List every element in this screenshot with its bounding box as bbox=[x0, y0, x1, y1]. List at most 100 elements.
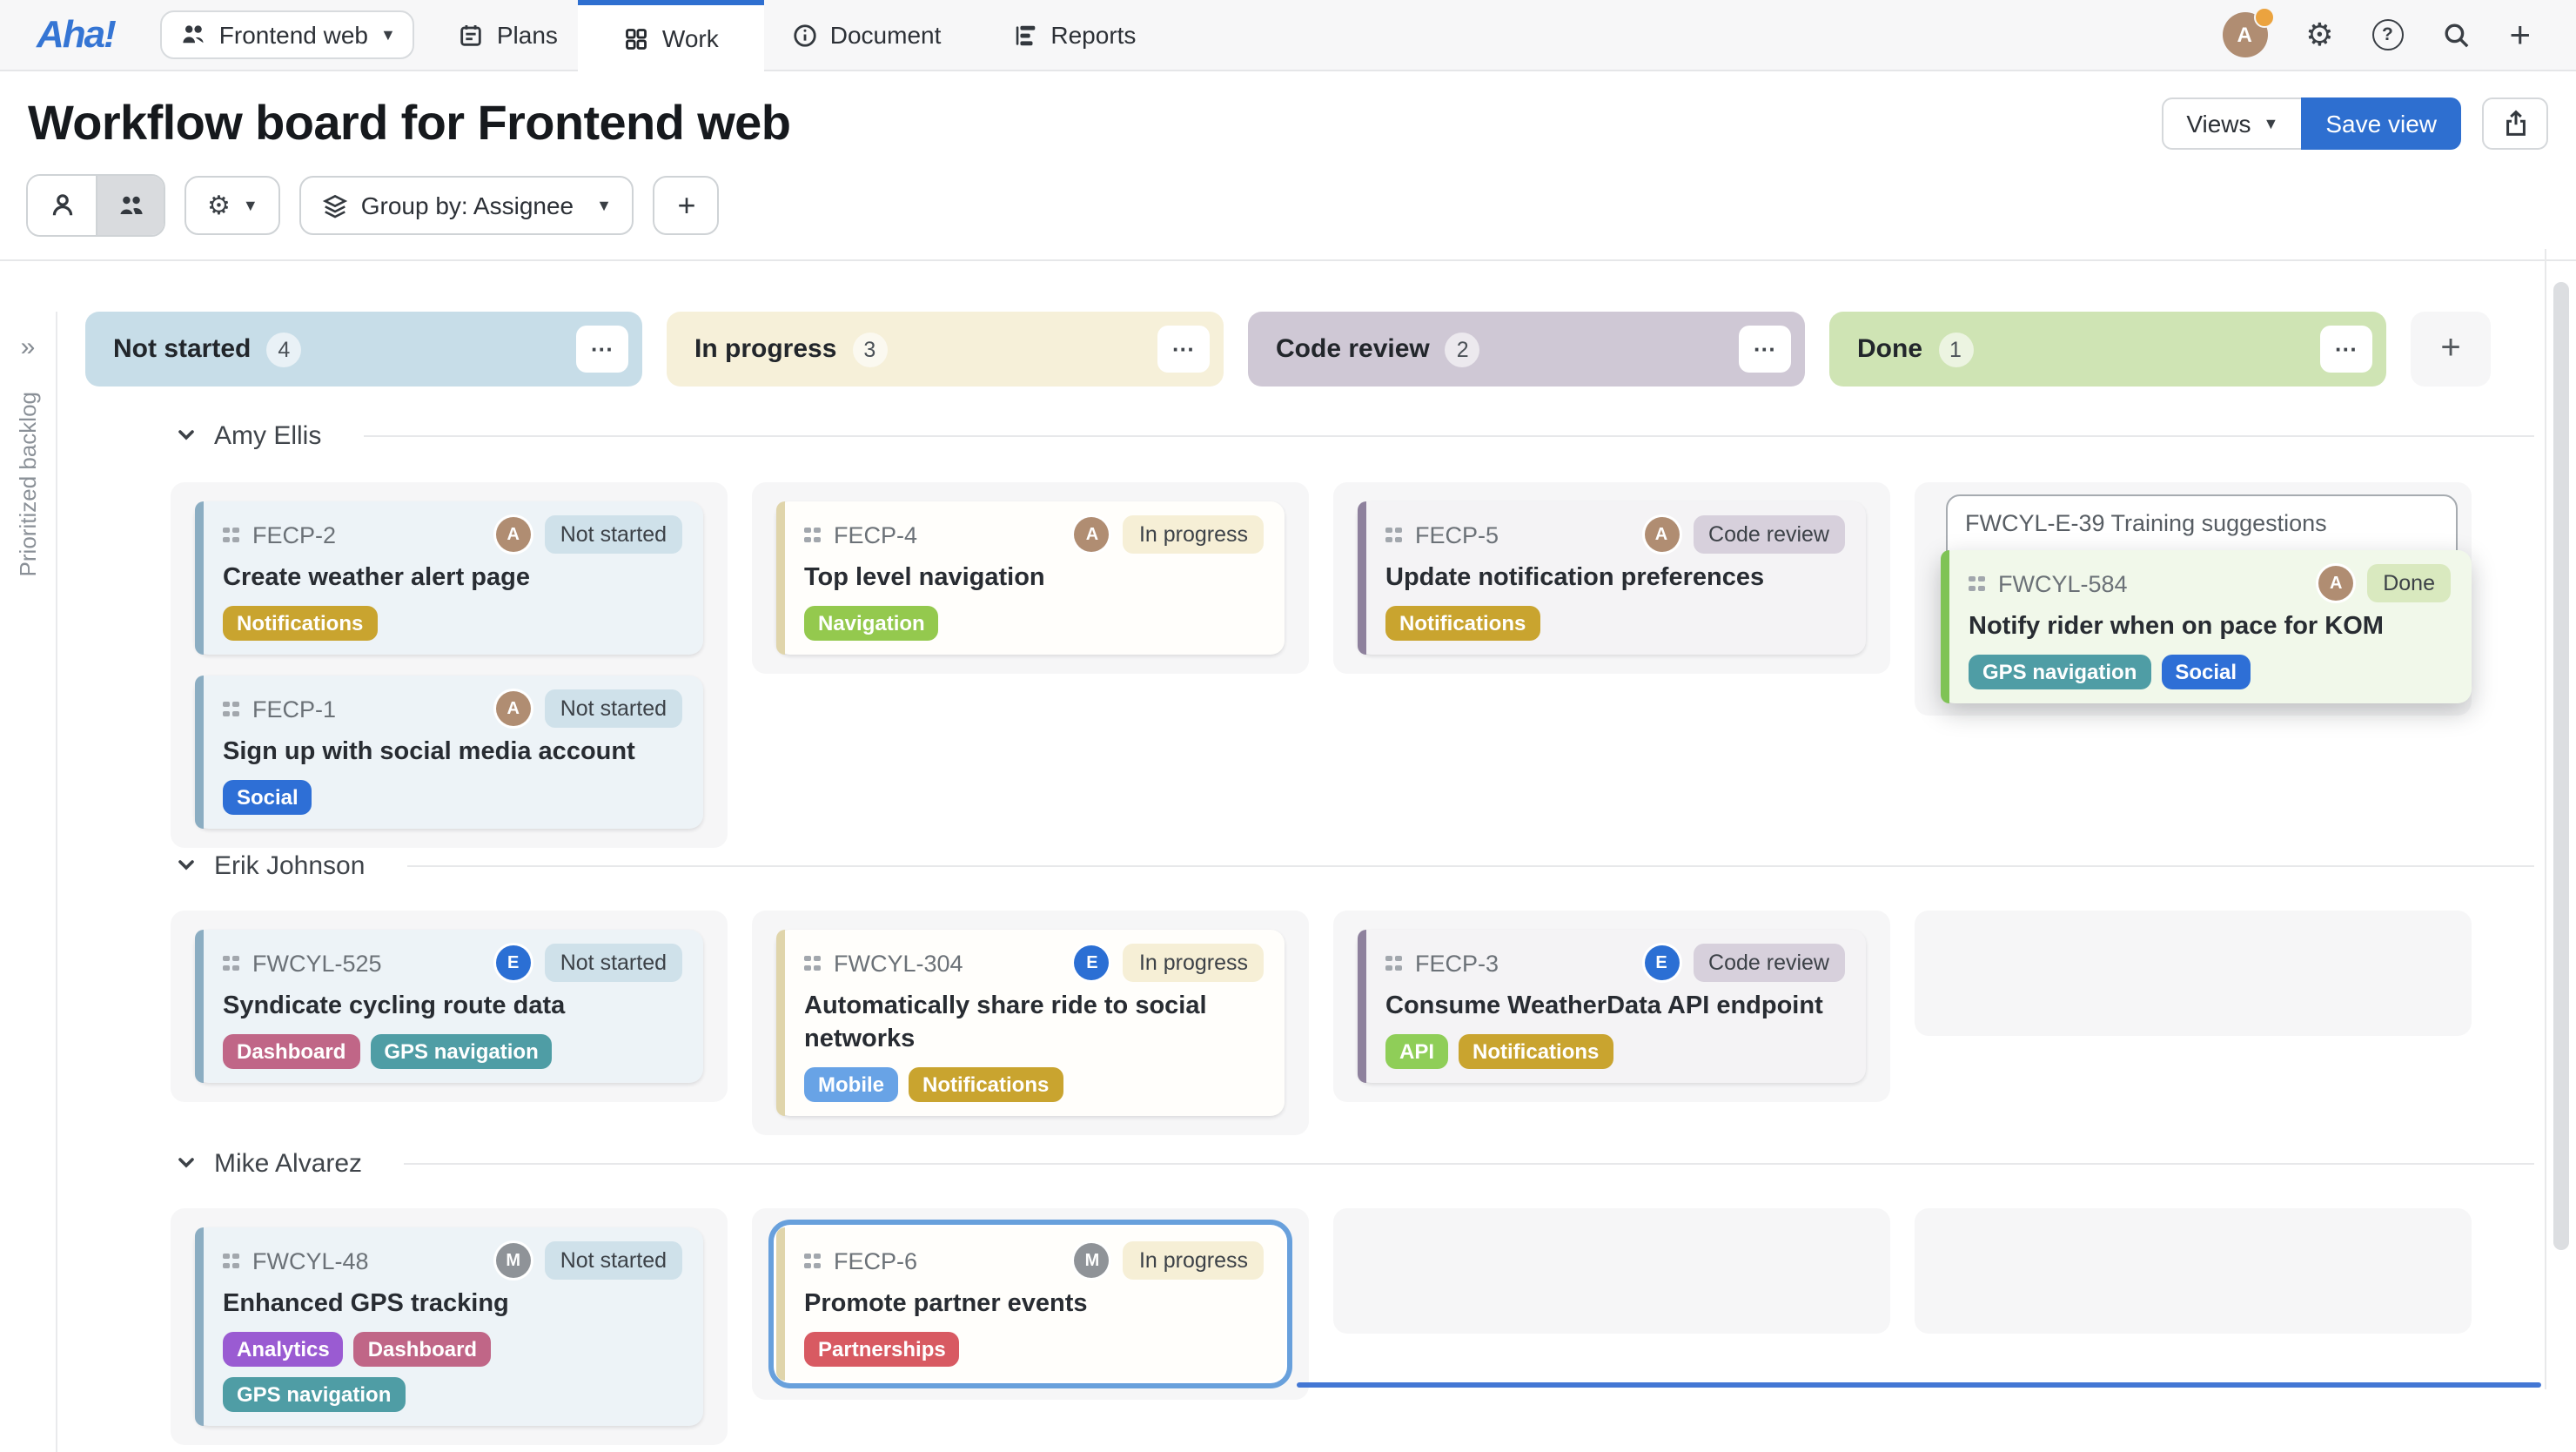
add-board-item-button[interactable]: + bbox=[653, 176, 720, 235]
status-badge: In progress bbox=[1123, 515, 1264, 554]
card-tag[interactable]: Dashboard bbox=[223, 1034, 360, 1069]
card-tag[interactable]: Notifications bbox=[1385, 606, 1540, 641]
expand-backlog-icon[interactable]: » bbox=[20, 333, 36, 362]
board-card[interactable]: FECP-2 A Not started Create weather alert p… bbox=[195, 501, 703, 655]
drag-handle-icon[interactable] bbox=[1385, 527, 1401, 542]
nav-item-label: Work bbox=[661, 24, 719, 52]
info-circle-icon bbox=[792, 22, 818, 48]
help-icon[interactable]: ? bbox=[2371, 19, 2404, 50]
card-id: FECP-5 bbox=[1415, 521, 1499, 548]
assignee-avatar[interactable]: A bbox=[1074, 517, 1110, 552]
drag-handle-icon[interactable] bbox=[1969, 575, 1984, 591]
drag-handle-icon[interactable] bbox=[223, 955, 238, 971]
column-menu-button[interactable]: ··· bbox=[1739, 326, 1791, 373]
card-tag[interactable]: Dashboard bbox=[353, 1332, 492, 1367]
nav-item-document[interactable]: Document bbox=[792, 21, 941, 49]
nav-item-plans[interactable]: Plans bbox=[459, 21, 558, 49]
card-tags: API Notifications bbox=[1385, 1034, 1845, 1069]
card-tag[interactable]: Partnerships bbox=[804, 1332, 960, 1367]
drag-handle-icon[interactable] bbox=[223, 1253, 238, 1268]
assignee-avatar[interactable]: E bbox=[495, 945, 531, 980]
card-tag[interactable]: Navigation bbox=[804, 606, 939, 641]
board-card[interactable]: FWCYL-525 E Not started Syndicate cycling r… bbox=[195, 930, 703, 1083]
drag-handle-icon[interactable] bbox=[804, 527, 820, 542]
board-settings-button[interactable]: ⚙ ▼ bbox=[184, 176, 281, 235]
card-tag[interactable]: Analytics bbox=[223, 1332, 344, 1367]
group-collapse-chevron-icon[interactable] bbox=[176, 1153, 197, 1173]
view-mode-segment bbox=[26, 174, 165, 237]
card-tag[interactable]: Notifications bbox=[223, 606, 378, 641]
workspace-people-icon bbox=[179, 21, 207, 49]
assignee-avatar[interactable]: M bbox=[495, 1243, 531, 1278]
status-badge: Code review bbox=[1693, 515, 1845, 554]
card-tag[interactable]: Mobile bbox=[804, 1067, 898, 1102]
group-collapse-chevron-icon[interactable] bbox=[176, 425, 197, 446]
group-collapse-chevron-icon[interactable] bbox=[176, 855, 197, 876]
board-card[interactable]: FECP-3 E Code review Consume WeatherData AP… bbox=[1358, 930, 1866, 1083]
card-tag[interactable]: Notifications bbox=[1459, 1034, 1613, 1069]
horizontal-scrollbar-thumb[interactable] bbox=[1297, 1382, 2541, 1388]
board-lane: FECP-3 E Code review Consume WeatherData AP… bbox=[1333, 911, 1890, 1102]
card-tags: Navigation bbox=[804, 606, 1264, 641]
column-menu-button[interactable]: ··· bbox=[1157, 326, 1210, 373]
drag-handle-icon[interactable] bbox=[804, 1253, 820, 1268]
board-card[interactable]: FECP-1 A Not started Sign up with social me… bbox=[195, 676, 703, 829]
search-icon[interactable] bbox=[2441, 20, 2471, 50]
vertical-scrollbar-thumb[interactable] bbox=[2553, 282, 2569, 1250]
group-by-label: Group by: Assignee bbox=[360, 192, 574, 219]
column-header: Done 1 ··· bbox=[1829, 312, 2386, 387]
group-label-row: Mike Alvarez bbox=[176, 1146, 2576, 1180]
settings-gear-icon[interactable]: ⚙ bbox=[2305, 17, 2334, 52]
empty-lane bbox=[1915, 911, 2472, 1036]
share-button[interactable] bbox=[2482, 97, 2548, 150]
card-tag[interactable]: API bbox=[1385, 1034, 1449, 1069]
column-menu-button[interactable]: ··· bbox=[576, 326, 628, 373]
chevron-down-icon: ▼ bbox=[380, 26, 396, 44]
drag-handle-icon[interactable] bbox=[223, 527, 238, 542]
vertical-scrollbar-track bbox=[2545, 249, 2546, 1389]
group-by-button[interactable]: Group by: Assignee ▼ bbox=[299, 176, 634, 235]
column-name: Done bbox=[1857, 334, 1922, 364]
column-header: In progress 3 ··· bbox=[667, 312, 1224, 387]
nav-item-reports[interactable]: Reports bbox=[1012, 21, 1136, 49]
assignee-avatar[interactable]: E bbox=[1074, 945, 1110, 980]
assignee-avatar[interactable]: M bbox=[1074, 1243, 1110, 1278]
team-view-button[interactable] bbox=[96, 176, 164, 235]
board-card[interactable]: FWCYL-48 M Not started Enhanced GPS trackin… bbox=[195, 1227, 703, 1426]
card-tag[interactable]: Social bbox=[223, 780, 312, 815]
assignee-avatar[interactable]: A bbox=[2318, 566, 2354, 601]
card-header-row: FECP-6 M In progress bbox=[804, 1241, 1264, 1280]
board-card[interactable]: FWCYL-584 A Done Notify rider when on pace … bbox=[1941, 550, 2472, 703]
card-tag[interactable]: GPS navigation bbox=[223, 1377, 406, 1412]
add-column-button[interactable]: + bbox=[2411, 312, 2491, 387]
drag-handle-icon[interactable] bbox=[1385, 955, 1401, 971]
board-card[interactable]: FECP-6 M In progress Promote partner events… bbox=[776, 1227, 1285, 1381]
add-icon[interactable]: + bbox=[2509, 15, 2531, 55]
user-avatar[interactable]: A bbox=[2222, 7, 2275, 57]
card-tag[interactable]: Social bbox=[2161, 655, 2251, 689]
views-label: Views bbox=[2186, 110, 2251, 138]
board-card[interactable]: FWCYL-304 E In progress Automatically share… bbox=[776, 930, 1285, 1116]
nav-item-work-active[interactable]: Work bbox=[578, 0, 764, 71]
card-title: Syndicate cycling route data bbox=[223, 992, 566, 1020]
card-title: Automatically share ride to social netwo… bbox=[804, 992, 1207, 1053]
assignee-avatar[interactable]: E bbox=[1644, 945, 1680, 980]
assignee-avatar[interactable]: A bbox=[495, 517, 531, 552]
views-button[interactable]: Views ▼ bbox=[2162, 97, 2302, 150]
aha-logo[interactable]: Aha! bbox=[37, 12, 117, 56]
drag-handle-icon[interactable] bbox=[804, 955, 820, 971]
card-tag[interactable]: GPS navigation bbox=[1969, 655, 2151, 689]
save-view-button[interactable]: Save view bbox=[2301, 97, 2461, 150]
workspace-switcher[interactable]: Frontend web ▼ bbox=[159, 10, 415, 59]
column-menu-button[interactable]: ··· bbox=[2320, 326, 2372, 373]
column-headers: Not started 4 ··· In progress 3 ··· Code revie… bbox=[85, 312, 2576, 387]
board-card[interactable]: FECP-4 A In progress Top level navigation Na… bbox=[776, 501, 1285, 655]
board-card[interactable]: FECP-5 A Code review Update notification pr… bbox=[1358, 501, 1866, 655]
card-tag[interactable]: Notifications bbox=[909, 1067, 1063, 1102]
individual-view-button[interactable] bbox=[28, 176, 96, 235]
assignee-avatar[interactable]: A bbox=[1644, 517, 1680, 552]
card-tag[interactable]: GPS navigation bbox=[370, 1034, 553, 1069]
drag-handle-icon[interactable] bbox=[223, 701, 238, 716]
assignee-avatar[interactable]: A bbox=[495, 691, 531, 726]
